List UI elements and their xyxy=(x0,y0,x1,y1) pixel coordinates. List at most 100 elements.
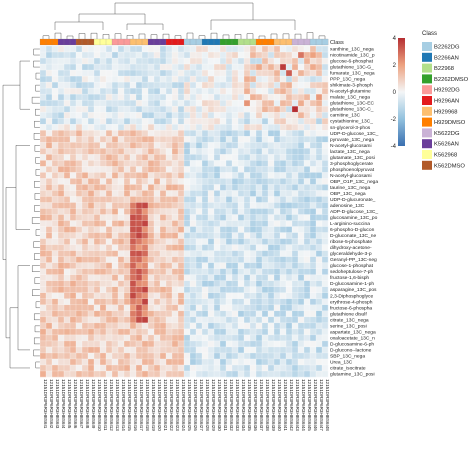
dendrogram-branch xyxy=(34,253,40,260)
heatmap-cell xyxy=(310,184,317,191)
heatmap-cell xyxy=(238,280,245,287)
heatmap-cell xyxy=(52,178,59,185)
heatmap-cell xyxy=(178,346,185,354)
heatmap-cell xyxy=(148,166,155,173)
heatmap-cell xyxy=(58,262,65,269)
heatmap-cell xyxy=(118,322,125,330)
heatmap-cell xyxy=(136,124,143,131)
dendrogram-branch xyxy=(34,121,40,128)
heatmap-cell xyxy=(112,364,119,372)
heatmap-cell xyxy=(148,112,155,119)
legend-entry: K562968 xyxy=(434,153,457,159)
heatmap-cell xyxy=(232,118,239,125)
heatmap-cell xyxy=(58,178,65,185)
heatmap-cell xyxy=(268,226,275,233)
heatmap-cell xyxy=(172,136,179,143)
legend-entry: B22968 xyxy=(434,66,454,72)
column-label: 12151DR3P6R3HBS6I2 xyxy=(49,379,54,429)
heatmap-cell xyxy=(244,94,251,101)
heatmap-cell xyxy=(250,286,257,293)
heatmap-cell xyxy=(100,370,107,378)
heatmap-cell xyxy=(76,94,83,101)
heatmap-cell xyxy=(268,76,275,83)
heatmap-cell xyxy=(196,100,203,107)
heatmap-cell xyxy=(124,190,131,197)
heatmap-cell xyxy=(274,316,281,324)
heatmap-cell xyxy=(178,196,185,203)
heatmap-cell xyxy=(46,244,53,251)
heatmap-cell xyxy=(292,328,299,336)
heatmap-cell xyxy=(124,262,131,269)
heatmap-cell xyxy=(64,298,71,305)
heatmap-cell xyxy=(154,58,161,65)
heatmap-cell xyxy=(202,196,209,203)
heatmap-cell xyxy=(292,346,299,354)
heatmap-cell xyxy=(268,46,275,53)
heatmap-cell xyxy=(82,304,89,311)
heatmap-cell xyxy=(268,310,275,318)
heatmap-cell xyxy=(202,346,209,354)
heatmap-cell xyxy=(52,160,59,167)
row-label: nicotinamide_13C_p xyxy=(330,53,375,59)
heatmap-cell xyxy=(100,310,107,318)
heatmap-cell xyxy=(214,238,221,245)
class-bar-cell xyxy=(171,38,179,46)
heatmap-cell xyxy=(58,88,65,95)
heatmap-cell xyxy=(262,64,269,71)
heatmap-cell xyxy=(184,244,191,251)
heatmap-cell xyxy=(322,130,329,137)
heatmap-cell xyxy=(106,334,113,342)
heatmap-cell xyxy=(244,232,251,239)
heatmap-cell xyxy=(208,58,215,65)
row-label: L-arginino-succina xyxy=(330,221,370,227)
heatmap-cell xyxy=(160,346,167,354)
dendrogram-branch xyxy=(210,32,218,39)
heatmap-cell xyxy=(118,76,125,83)
heatmap-cell xyxy=(106,220,113,227)
heatmap-cell xyxy=(310,208,317,215)
heatmap-cell xyxy=(142,88,149,95)
dendrogram-branch xyxy=(33,349,40,357)
heatmap-cell xyxy=(100,346,107,354)
heatmap-cell xyxy=(304,268,311,275)
heatmap-cell xyxy=(238,346,245,354)
heatmap-cell xyxy=(88,58,95,65)
heatmap-cell xyxy=(154,280,161,287)
heatmap-cell xyxy=(112,370,119,378)
heatmap-cell xyxy=(166,190,173,197)
heatmap-cell xyxy=(100,76,107,83)
heatmap-cell xyxy=(166,370,173,378)
heatmap-cell xyxy=(220,136,227,143)
heatmap-cell xyxy=(52,352,59,360)
heatmap-cell xyxy=(100,202,107,209)
heatmap-cell xyxy=(172,118,179,125)
heatmap-cell xyxy=(154,334,161,342)
heatmap-cell xyxy=(154,82,161,89)
heatmap-cell xyxy=(178,136,185,143)
heatmap-cell xyxy=(286,232,293,239)
heatmap-cell xyxy=(106,340,113,348)
heatmap-cell xyxy=(112,268,119,275)
heatmap-cell xyxy=(316,274,323,281)
heatmap-cell xyxy=(304,118,311,125)
heatmap-cell xyxy=(292,202,299,209)
heatmap-cell xyxy=(304,124,311,131)
heatmap-cell xyxy=(46,82,53,89)
heatmap-cell xyxy=(322,226,329,233)
heatmap-cell xyxy=(118,316,125,324)
heatmap-cell xyxy=(232,160,239,167)
heatmap-cell xyxy=(184,142,191,149)
heatmap-cell xyxy=(64,364,71,372)
heatmap-cell xyxy=(262,178,269,185)
heatmap-cell xyxy=(322,64,329,71)
row-label: ribose-5-phosphate xyxy=(330,239,372,245)
heatmap-cell xyxy=(40,358,47,366)
column-label: 12151DR3P6R3HBS6I19 xyxy=(151,379,156,431)
heatmap-cell xyxy=(310,370,317,378)
heatmap-cell xyxy=(106,190,113,197)
heatmap-cell xyxy=(178,190,185,197)
heatmap-cell xyxy=(226,328,233,336)
heatmap-cell xyxy=(316,82,323,89)
heatmap-cell xyxy=(58,94,65,101)
heatmap-cell xyxy=(178,166,185,173)
